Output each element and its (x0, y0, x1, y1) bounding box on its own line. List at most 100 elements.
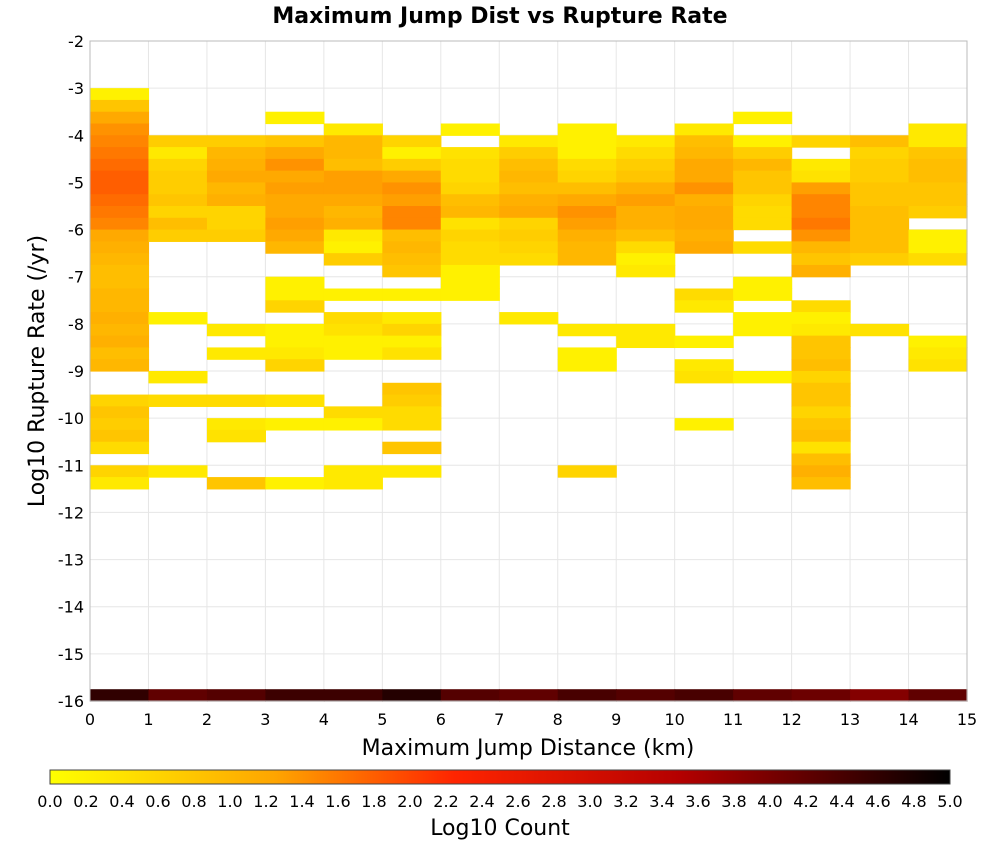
heatmap-cell (440, 689, 500, 702)
heatmap-cell (90, 253, 150, 266)
heatmap-cell (674, 300, 734, 313)
heatmap-cell (499, 194, 559, 207)
x-tick-label: 5 (377, 710, 387, 729)
heatmap-cell (791, 406, 851, 419)
heatmap-cell (557, 194, 617, 207)
heatmap-cell (674, 135, 734, 148)
heatmap-cell (265, 394, 325, 407)
heatmap-cell (733, 276, 793, 290)
heatmap-cell (557, 206, 617, 219)
y-tick-label: -14 (58, 598, 84, 617)
heatmap-cell (382, 241, 442, 254)
heatmap-cell (148, 465, 208, 478)
heatmap-cell (440, 194, 500, 207)
heatmap-cell (323, 323, 383, 337)
heatmap-cell (616, 264, 676, 278)
heatmap-cell (382, 312, 442, 325)
heatmap-cell (90, 359, 150, 372)
heatmap-cell (206, 323, 266, 337)
heatmap-cell (265, 135, 325, 148)
heatmap-cell (908, 359, 968, 372)
heatmap-cell (440, 158, 500, 172)
heatmap-cell (323, 135, 383, 148)
heatmap-cell (733, 206, 793, 219)
heatmap-cell (616, 170, 676, 184)
heatmap-cell (616, 147, 676, 160)
colorbar-ticks: 0.0 0.2 0.4 0.6 0.8 1.0 1.2 1.4 1.6 1.8 2.0 2.2 2.4 2… (37, 792, 962, 811)
heatmap-cell (90, 147, 150, 160)
colorbar-tick-label: 4.4 (829, 792, 854, 811)
heatmap-cell (382, 170, 442, 184)
heatmap-cell (148, 312, 208, 325)
colorbar-tick-label: 3.4 (649, 792, 674, 811)
heatmap-cell (850, 135, 910, 148)
heatmap-cell (908, 123, 968, 136)
heatmap-cell (791, 194, 851, 207)
heatmap-cell (382, 194, 442, 207)
heatmap-cell (674, 147, 734, 160)
heatmap-cell (265, 323, 325, 337)
heatmap-cell (791, 300, 851, 313)
heatmap-cell (557, 465, 617, 478)
heatmap-cell (265, 288, 325, 301)
heatmap-cell (206, 158, 266, 172)
heatmap-cell (733, 135, 793, 148)
heatmap-cell (791, 347, 851, 360)
heatmap-cell (499, 241, 559, 254)
colorbar-tick-label: 5.0 (937, 792, 962, 811)
x-tick-label: 9 (611, 710, 621, 729)
colorbar-tick-label: 2.8 (541, 792, 566, 811)
heatmap-cell (323, 217, 383, 231)
heatmap-cell (382, 135, 442, 148)
heatmap-cell (791, 359, 851, 372)
colorbar-tick-label: 0.8 (181, 792, 206, 811)
y-tick-label: -4 (68, 126, 84, 145)
heatmap-cell (791, 135, 851, 148)
heatmap-cell (440, 170, 500, 184)
heatmap-cell (382, 147, 442, 160)
colorbar-tick-label: 4.2 (793, 792, 818, 811)
heatmap-cell (616, 253, 676, 266)
heatmap-cell (382, 465, 442, 478)
y-axis-label: Log10 Rupture Rate (/yr) (25, 235, 50, 507)
y-tick-label: -9 (68, 362, 84, 381)
heatmap-cell (908, 182, 968, 195)
heatmap-cell (557, 217, 617, 231)
heatmap-cell (791, 453, 851, 466)
heatmap-cell (265, 217, 325, 231)
heatmap-cell (499, 182, 559, 195)
heatmap-cell (791, 217, 851, 231)
heatmap-cell (733, 689, 793, 702)
heatmap-cell (323, 123, 383, 136)
heatmap-cell (674, 335, 734, 349)
heatmap-cell (90, 406, 150, 419)
heatmap-cell (440, 206, 500, 219)
heatmap-cell (674, 371, 734, 384)
heatmap-cell (791, 241, 851, 254)
x-tick-label: 2 (202, 710, 212, 729)
heatmap-cell (499, 135, 559, 148)
heatmap-cell (674, 689, 734, 702)
heatmap-cell (90, 312, 150, 325)
x-axis-ticks: 0 1 2 3 4 5 6 7 8 9 10 11 12 13 14 15 (85, 710, 977, 729)
x-tick-label: 3 (260, 710, 270, 729)
heatmap-cell (499, 312, 559, 325)
colorbar-tick-label: 2.4 (469, 792, 494, 811)
heatmap-cell (265, 170, 325, 184)
heatmap-cell (323, 347, 383, 360)
heatmap-cell (791, 158, 851, 172)
heatmap-cell (850, 206, 910, 219)
heatmap-cell (90, 300, 150, 313)
heatmap-cell (674, 194, 734, 207)
heatmap-cell (90, 335, 150, 349)
y-tick-label: -7 (68, 268, 84, 287)
heatmap-cell (850, 182, 910, 195)
heatmap-cell (850, 170, 910, 184)
heatmap-cell (733, 147, 793, 160)
colorbar-tick-label: 0.4 (109, 792, 134, 811)
heatmap-cell (265, 689, 325, 702)
heatmap-cell (148, 394, 208, 407)
heatmap-cell (90, 99, 150, 113)
heatmap-cell (791, 382, 851, 396)
heatmap-cell (557, 123, 617, 136)
